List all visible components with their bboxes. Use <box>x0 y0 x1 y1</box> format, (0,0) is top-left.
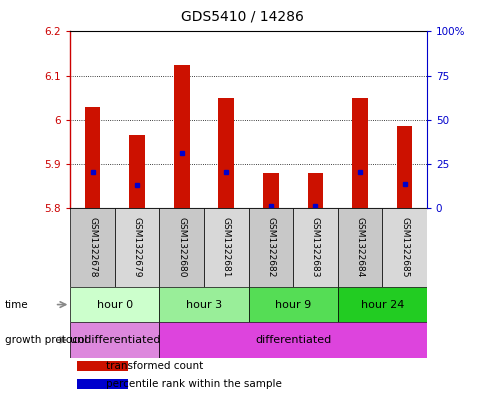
Text: growth protocol: growth protocol <box>5 335 87 345</box>
Bar <box>159 208 204 287</box>
Text: GSM1322684: GSM1322684 <box>355 217 363 278</box>
Text: transformed count: transformed count <box>106 361 203 371</box>
Text: GSM1322683: GSM1322683 <box>310 217 319 278</box>
Text: differentiated: differentiated <box>255 335 331 345</box>
Text: hour 9: hour 9 <box>274 299 311 310</box>
Bar <box>174 64 189 208</box>
Text: hour 24: hour 24 <box>360 299 403 310</box>
Bar <box>396 127 411 208</box>
Bar <box>115 208 159 287</box>
Text: GDS5410 / 14286: GDS5410 / 14286 <box>181 10 303 24</box>
Bar <box>70 287 159 322</box>
Bar <box>292 208 337 287</box>
Text: GSM1322678: GSM1322678 <box>88 217 97 278</box>
Text: time: time <box>5 299 29 310</box>
Bar <box>70 208 115 287</box>
Bar <box>77 361 128 371</box>
Bar <box>351 98 367 208</box>
Bar <box>337 208 381 287</box>
Bar <box>159 322 426 358</box>
Text: percentile rank within the sample: percentile rank within the sample <box>106 379 281 389</box>
Text: GSM1322681: GSM1322681 <box>221 217 230 278</box>
Bar <box>337 287 426 322</box>
Bar <box>248 208 292 287</box>
Bar <box>70 322 159 358</box>
Text: GSM1322682: GSM1322682 <box>266 217 275 278</box>
Text: GSM1322685: GSM1322685 <box>399 217 408 278</box>
Bar <box>85 107 100 208</box>
Text: GSM1322680: GSM1322680 <box>177 217 186 278</box>
Bar <box>204 208 248 287</box>
Bar <box>381 208 426 287</box>
Bar <box>77 379 128 389</box>
Text: undifferentiated: undifferentiated <box>70 335 160 345</box>
Bar <box>129 135 145 208</box>
Bar <box>159 287 248 322</box>
Text: hour 0: hour 0 <box>97 299 133 310</box>
Text: hour 3: hour 3 <box>185 299 222 310</box>
Bar <box>262 173 278 208</box>
Bar <box>248 287 337 322</box>
Text: GSM1322679: GSM1322679 <box>133 217 141 278</box>
Bar <box>307 173 322 208</box>
Bar <box>218 98 234 208</box>
